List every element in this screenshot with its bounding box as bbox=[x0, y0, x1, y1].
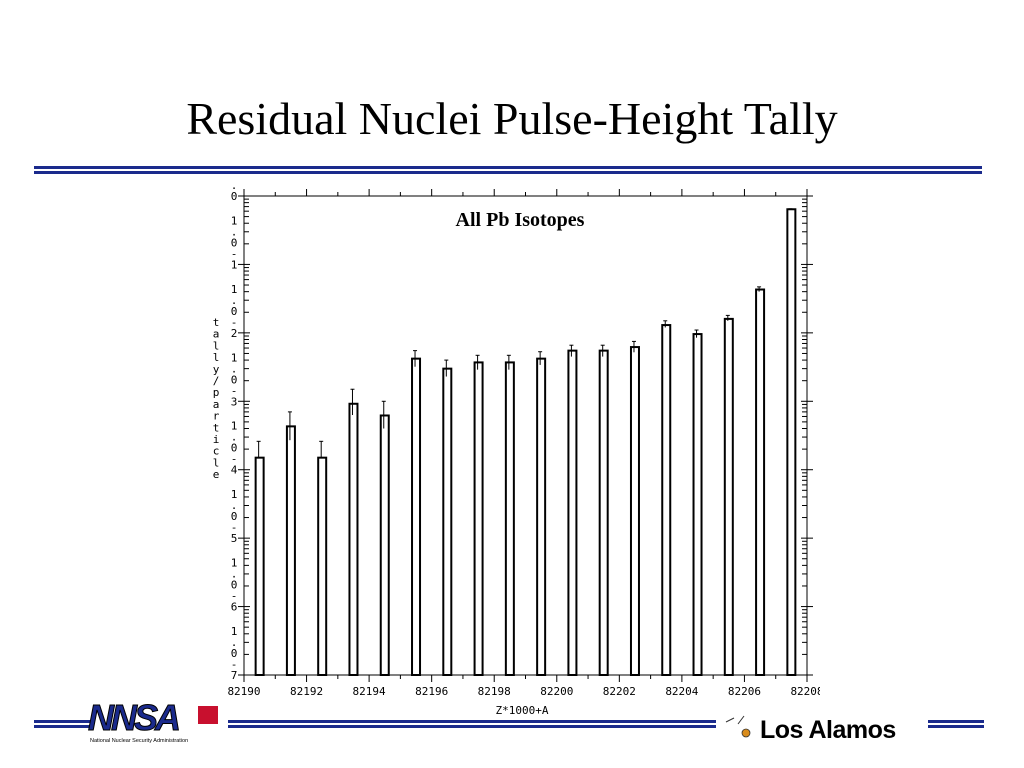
bar bbox=[629, 346, 640, 676]
bar bbox=[692, 333, 703, 677]
y-tick-label: 1. 0 -4 bbox=[231, 420, 238, 477]
y-tick-label: 1. 0 -2 bbox=[231, 283, 238, 340]
bar bbox=[723, 317, 734, 677]
x-axis-label: Z*1000+A bbox=[496, 704, 549, 717]
nnsa-logo-flag-icon bbox=[198, 706, 218, 724]
x-tick-label: 82194 bbox=[353, 685, 386, 698]
bar bbox=[661, 324, 672, 677]
bar bbox=[442, 367, 453, 676]
footer-rule-middle bbox=[228, 720, 716, 728]
bar bbox=[411, 357, 422, 676]
x-tick-label: 82202 bbox=[603, 685, 636, 698]
x-tick-label: 82196 bbox=[415, 685, 448, 698]
y-tick-label: 1. 0 -5 bbox=[231, 488, 238, 545]
los-alamos-mark-icon bbox=[725, 715, 751, 738]
nnsa-logo-text: NNSA bbox=[88, 700, 179, 738]
bar bbox=[348, 402, 359, 676]
error-bars bbox=[256, 208, 793, 458]
bar bbox=[473, 361, 484, 676]
bar bbox=[285, 425, 296, 676]
bar bbox=[786, 208, 797, 677]
y-axis-label: t a l l y / p a r t i c l e bbox=[213, 316, 220, 481]
nnsa-logo-subtext: National Nuclear Security Administration bbox=[90, 738, 188, 744]
y-tick-label: 1. 0 -6 bbox=[231, 557, 238, 614]
bar bbox=[254, 456, 265, 676]
x-tick-label: 82208 bbox=[790, 685, 820, 698]
bars bbox=[254, 208, 797, 677]
bar bbox=[379, 414, 390, 676]
nnsa-logo: NNSA National Nuclear Security Administr… bbox=[88, 700, 218, 744]
bar bbox=[567, 349, 578, 676]
x-tick-labels: 82190 82192 82194 82196 82198 82200 82202 82204… bbox=[227, 685, 820, 698]
x-tick-label: 82206 bbox=[728, 685, 761, 698]
slide-title: Residual Nuclei Pulse-Height Tally bbox=[186, 93, 838, 144]
y-tick-label: 1.0 bbox=[231, 178, 238, 203]
chart-title: All Pb Isotopes bbox=[456, 209, 585, 231]
bar bbox=[536, 357, 547, 676]
x-tick-label: 82200 bbox=[540, 685, 573, 698]
x-tick-label: 82192 bbox=[290, 685, 323, 698]
plot-frame bbox=[243, 195, 808, 676]
los-alamos-logo-text: Los Alamos bbox=[760, 716, 896, 744]
y-axis-label-text: t a l l y / p a r t i c l e bbox=[213, 316, 220, 481]
footer-rule-right bbox=[928, 720, 984, 728]
pulse-height-chart: 1.0 1.0-1 1.0-2 1.0-3 1.0-4 1.0-5 1.0-6 1.0-7 8… bbox=[213, 178, 820, 717]
x-tick-label: 82198 bbox=[478, 685, 511, 698]
bar bbox=[317, 456, 328, 676]
title-divider-rule bbox=[34, 166, 982, 174]
footer-rule-left bbox=[34, 720, 92, 728]
x-tick-label: 82190 bbox=[227, 685, 260, 698]
x-tick-label: 82204 bbox=[665, 685, 698, 698]
y-tick-label: 1. 0 -3 bbox=[231, 351, 238, 408]
y-tick-label: 1. 0 -1 bbox=[231, 214, 238, 271]
y-tick-label: 1. 0 -7 bbox=[231, 625, 238, 682]
y-tick-labels: 1.0 1.0-1 1.0-2 1.0-3 1.0-4 1.0-5 1.0-6 1.0-7 bbox=[231, 178, 238, 682]
bar bbox=[598, 349, 609, 676]
bar bbox=[504, 361, 515, 676]
plot-border bbox=[243, 195, 808, 676]
axis-ticks bbox=[238, 189, 813, 682]
bar bbox=[755, 288, 766, 677]
